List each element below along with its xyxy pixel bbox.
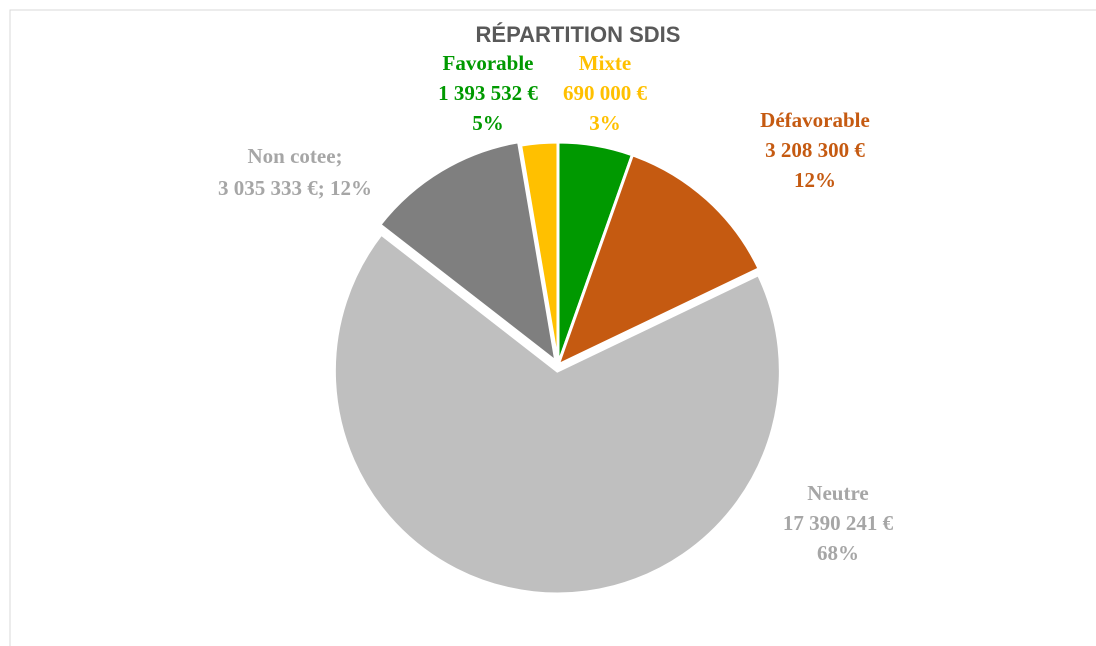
data-label: Favorable 1 393 532 € 5% [438,51,538,135]
chart-frame [9,9,1096,646]
data-label: Mixte 690 000 € 3% [563,51,648,135]
label-amount: 690 000 € [563,81,648,105]
label-name: Non cotee; [247,144,342,168]
label-amount: 17 390 241 € [783,511,894,535]
chart-title: RÉPARTITION SDIS [476,22,681,47]
label-percent: 3% [589,111,621,135]
label-amount: 3 208 300 € [765,138,865,162]
pie-slice [518,140,560,366]
label-name: Mixte [579,51,631,75]
label-value: 3 035 333 €; 12% [218,176,372,200]
pie-slice [555,152,762,368]
label-percent: 12% [794,168,836,192]
pie-slice [377,139,559,366]
label-percent: 68% [817,541,859,565]
label-amount: 1 393 532 € [438,81,538,105]
data-label: Neutre 17 390 241 € 68% [783,481,894,565]
label-name: Défavorable [760,108,870,132]
label-name: Favorable [443,51,534,75]
data-label: Non cotee; 3 035 333 €; 12% [218,144,372,200]
label-percent: 5% [472,111,504,135]
label-amount: 3 035 333 €; [218,176,325,200]
label-name: Neutre [807,481,868,505]
label-percent: 12% [330,176,372,200]
data-label: Défavorable 3 208 300 € 12% [760,108,870,192]
pie-slice [332,232,782,596]
